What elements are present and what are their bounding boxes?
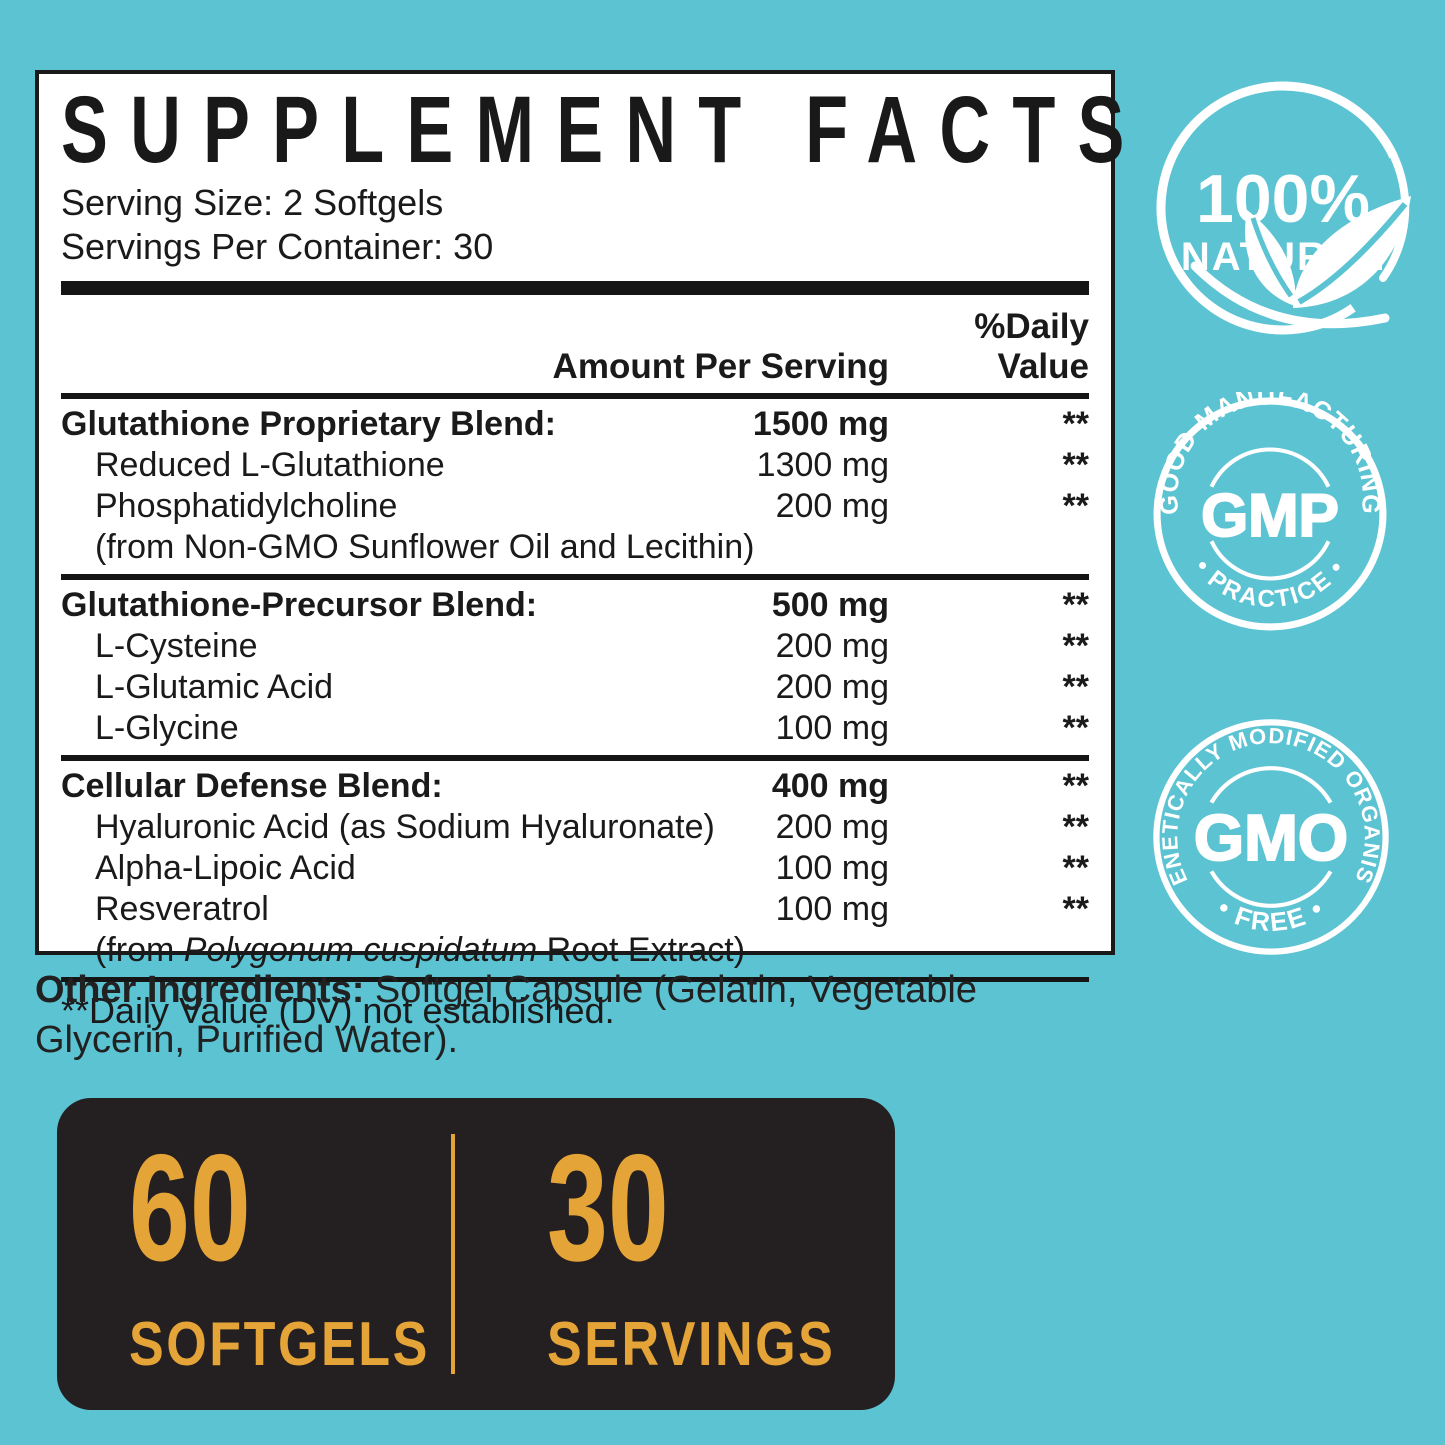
blend-header-row: Glutathione-Precursor Blend: 500 mg ** (61, 585, 1089, 626)
ingredient-row: Reduced L-Glutathione 1300 mg ** (61, 445, 1089, 486)
svg-text:• FREE •: • FREE • (1212, 892, 1330, 937)
ingredient-row: L-Glutamic Acid 200 mg ** (61, 667, 1089, 708)
column-header-amount: Amount Per Serving (552, 346, 889, 386)
blend-section: Glutathione Proprietary Blend: 1500 mg *… (61, 399, 1089, 574)
ingredient-daily-value: ** (1062, 667, 1089, 706)
leaf-icon (1245, 196, 1411, 308)
servings-cell: 30 SERVINGS (455, 1132, 895, 1376)
ingredient-amount: 100 mg (775, 708, 889, 747)
gmp-ring-icon (1153, 397, 1387, 631)
ingredient-daily-value: ** (1062, 486, 1089, 525)
ingredient-row: Resveratrol 100 mg ** (61, 889, 1089, 930)
serving-size: Serving Size: 2 Softgels (61, 181, 444, 223)
servings-label: SERVINGS (546, 1310, 836, 1379)
ingredient-name: Hyaluronic Acid (as Sodium Hyaluronate) (95, 807, 715, 846)
ingredient-row: Hyaluronic Acid (as Sodium Hyaluronate) … (61, 807, 1089, 848)
blend-header-row: Cellular Defense Blend: 400 mg ** (61, 766, 1089, 807)
gmp-badge: GOOD MANUFACTURING • PRACTICE • GMP (1153, 392, 1387, 631)
ingredient-name: Glutathione Proprietary Blend: (61, 404, 556, 443)
ingredient-daily-value: ** (1062, 708, 1089, 747)
ingredient-daily-value: ** (1062, 807, 1089, 846)
ingredient-amount: 200 mg (775, 626, 889, 665)
gmo-badge: GENETICALLY MODIFIED ORGANISM • FREE • G… (1146, 712, 1389, 955)
ingredient-daily-value: ** (1062, 445, 1089, 484)
other-ingredients-text: Softgel Capsule (Gelatin, Vegetable Glyc… (35, 969, 977, 1061)
ingredient-source-row: (from Polygonum cuspidatum Root Extract) (61, 930, 1089, 971)
ingredient-amount: 1300 mg (756, 445, 889, 484)
gmp-center-label: GMP (1201, 481, 1339, 549)
ingredient-name: L-Glycine (95, 708, 239, 747)
source-text: Root Extract) (537, 930, 746, 969)
ingredient-name: Cellular Defense Blend: (61, 766, 443, 805)
ingredient-row: L-Cysteine 200 mg ** (61, 626, 1089, 667)
divider-thick (61, 280, 1089, 295)
daily-value-footnote: **Daily Value (DV) not established. (61, 989, 615, 1031)
svg-text:• PRACTICE •: • PRACTICE • (1189, 554, 1351, 613)
ingredient-row: Phosphatidylcholine 200 mg ** (61, 486, 1089, 527)
ingredient-source: (from Polygonum cuspidatum Root Extract) (61, 930, 1089, 971)
ingredient-amount: 1500 mg (752, 404, 889, 443)
ingredient-daily-value: ** (1062, 585, 1089, 624)
natural-ring-icon (1156, 81, 1410, 335)
divider (61, 976, 1089, 982)
ingredient-daily-value: ** (1062, 889, 1089, 928)
divider (61, 573, 1089, 580)
count-box: 60 SOFTGELS 30 SERVINGS (57, 1098, 895, 1410)
column-header-daily-value: %Daily Value (974, 306, 1089, 386)
divider (61, 754, 1089, 761)
ingredient-row: Alpha-Lipoic Acid 100 mg ** (61, 848, 1089, 889)
blend-section: Glutathione-Precursor Blend: 500 mg ** L… (61, 580, 1089, 755)
ingredient-amount: 200 mg (775, 667, 889, 706)
softgels-count: 60 (129, 1123, 251, 1293)
softgels-label: SOFTGELS (129, 1310, 430, 1379)
ingredient-name: Resveratrol (95, 889, 269, 928)
blend-section: Cellular Defense Blend: 400 mg ** Hyalur… (61, 761, 1089, 977)
ingredient-amount: 400 mg (771, 766, 889, 805)
ingredient-amount: 200 mg (775, 807, 889, 846)
ingredient-name: Alpha-Lipoic Acid (95, 848, 356, 887)
gmp-arc-bottom-label: • PRACTICE • (1189, 554, 1349, 613)
ingredient-name: Phosphatidylcholine (95, 486, 398, 525)
other-ingredients-label: Other Ingredients: (35, 969, 365, 1011)
ingredient-daily-value: ** (1062, 848, 1089, 887)
ingredient-daily-value: ** (1062, 766, 1089, 805)
count-box-divider (450, 1134, 455, 1374)
natural-value: 100% (1196, 161, 1370, 237)
panel-title: SUPPLEMENT FACTS (61, 77, 1147, 183)
servings-per-container: Servings Per Container: 30 (61, 225, 494, 267)
ingredient-name: Reduced L-Glutathione (95, 445, 445, 484)
ingredient-amount: 200 mg (775, 486, 889, 525)
servings-count: 30 (546, 1123, 669, 1293)
source-text: (from (95, 930, 184, 969)
ingredient-source-row: (from Non-GMO Sunflower Oil and Lecithin… (61, 527, 1089, 568)
ingredient-daily-value: ** (1062, 626, 1089, 665)
gmo-arc-bottom-label: • FREE • (1212, 892, 1328, 937)
ingredient-source: (from Non-GMO Sunflower Oil and Lecithin… (95, 527, 755, 566)
natural-badge: 100% NATURAL (1156, 81, 1411, 335)
gmo-center-label: GMO (1194, 802, 1348, 874)
divider (61, 392, 1089, 399)
ingredient-amount: 500 mg (771, 585, 889, 624)
ingredient-name: Glutathione-Precursor Blend: (61, 585, 538, 624)
supplement-facts-panel: SUPPLEMENT FACTS Serving Size: 2 Softgel… (35, 70, 1147, 1030)
column-header-row: Amount Per Serving %Daily Value (61, 299, 1089, 393)
softgels-cell: 60 SOFTGELS (57, 1132, 451, 1376)
other-ingredients: Other Ingredients: Softgel Capsule (Gela… (35, 965, 1025, 1065)
ingredient-daily-value: ** (1062, 404, 1089, 443)
ingredient-amount: 100 mg (775, 848, 889, 887)
ingredient-row: L-Glycine 100 mg ** (61, 708, 1089, 749)
ingredient-amount: 100 mg (775, 889, 889, 928)
ingredient-name: L-Glutamic Acid (95, 667, 334, 706)
source-latin-name: Polygonum cuspidatum (183, 930, 538, 969)
gmo-ring-icon (1153, 719, 1389, 955)
blend-header-row: Glutathione Proprietary Blend: 1500 mg *… (61, 404, 1089, 445)
ingredient-name: L-Cysteine (95, 626, 258, 665)
